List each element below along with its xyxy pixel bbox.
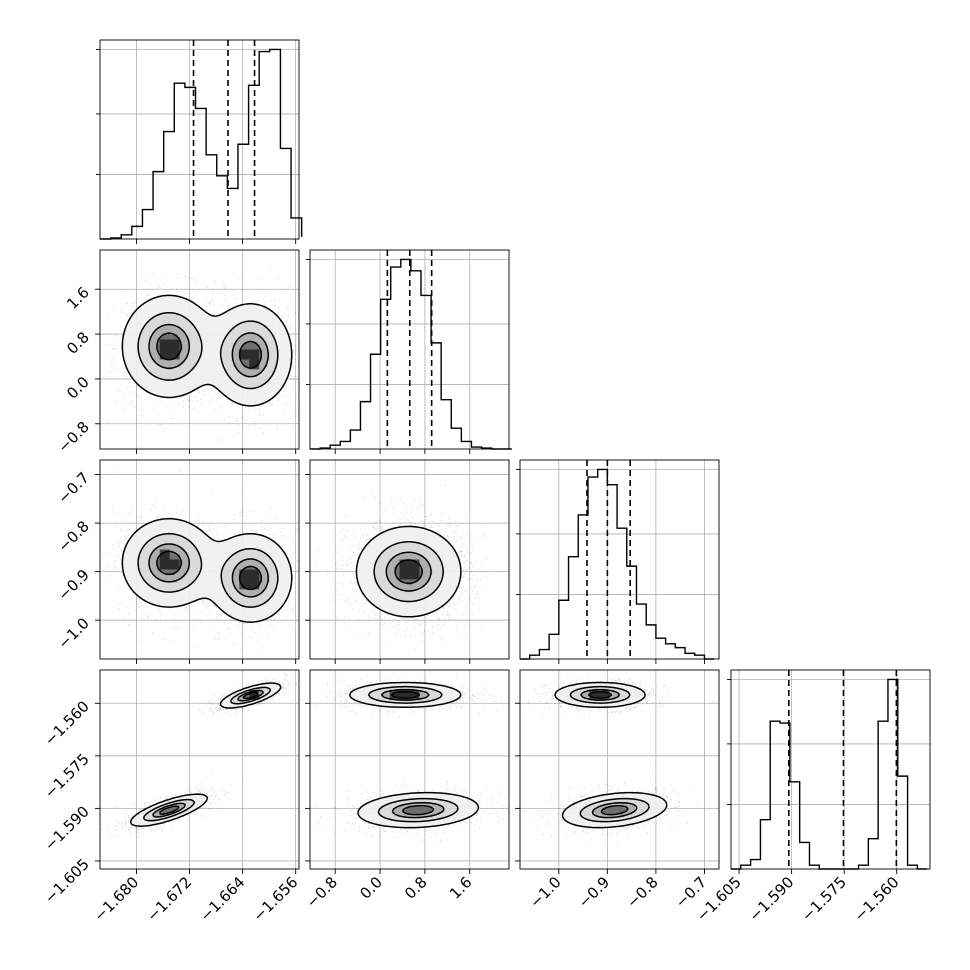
density-body xyxy=(520,670,719,869)
x-tick-label-3-1: −1.0 xyxy=(526,873,564,911)
density-body xyxy=(310,670,509,869)
density-fill-level-2 xyxy=(369,687,458,823)
x-tick-label-4-3: −1.575 xyxy=(798,873,850,925)
density-panel-2-1 xyxy=(99,249,300,450)
x-tick-label-4-2: −1.590 xyxy=(745,873,797,925)
y-tick-label-3-2: −0.9 xyxy=(54,566,92,604)
x-tick-label-1-3: −1.664 xyxy=(196,873,248,925)
y-tick-label-2-4: 1.6 xyxy=(63,283,93,313)
contour-line-level-2 xyxy=(137,311,279,390)
contour-line-level-4 xyxy=(587,691,629,816)
contour-line-level-3 xyxy=(148,543,269,598)
density-core-bins xyxy=(399,559,420,580)
density-frame xyxy=(309,459,510,660)
contour-line-level-4 xyxy=(394,559,423,585)
density-fill-level-1 xyxy=(554,682,668,828)
contour-line-level-4 xyxy=(156,332,263,369)
x-tick-label-4-4: −1.560 xyxy=(851,873,903,925)
density-core-bins xyxy=(589,689,610,700)
density-body xyxy=(100,250,299,449)
contour-line-level-3 xyxy=(152,689,264,818)
density-frame xyxy=(309,669,510,870)
y-tick-label-2-1: −0.8 xyxy=(54,418,92,456)
contour-line-level-2 xyxy=(373,541,444,603)
contour-line-level-2 xyxy=(367,685,459,823)
y-tick-label-2-2: 0.0 xyxy=(63,373,93,403)
hist-3-frame xyxy=(519,459,720,660)
contour-line-level-1 xyxy=(355,525,462,618)
x-tick-label-2-2: 0.0 xyxy=(356,873,386,903)
density-panel-4-1 xyxy=(99,669,300,870)
density-frame xyxy=(99,459,300,660)
contour-line-level-1 xyxy=(554,681,668,829)
hist-panel-1 xyxy=(96,39,303,240)
hist-panel-3 xyxy=(516,459,720,660)
histogram-3-steps xyxy=(520,468,715,660)
contour-line-level-4 xyxy=(390,691,435,816)
contour-line-level-1 xyxy=(348,681,480,829)
hist-panel-2 xyxy=(306,249,512,450)
density-fill-level-2 xyxy=(569,687,650,823)
density-frame xyxy=(99,249,300,450)
contour-line-level-3 xyxy=(380,688,445,819)
density-body xyxy=(100,670,299,869)
contour-line-level-2 xyxy=(137,532,279,608)
density-body xyxy=(100,460,299,659)
contour-line-level-4 xyxy=(159,691,259,816)
density-frame xyxy=(519,669,720,870)
y-tick-label-3-4: −0.7 xyxy=(54,469,92,507)
density-panel-3-1 xyxy=(99,459,300,660)
histogram-1-steps xyxy=(100,48,303,240)
density-fill-level-2 xyxy=(144,687,270,823)
y-tick-label-2-3: 0.8 xyxy=(63,328,93,358)
x-tick-label-2-4: 1.6 xyxy=(446,873,476,903)
y-tick-label-4-2: −1.590 xyxy=(41,802,93,854)
x-tick-label-3-3: −0.8 xyxy=(623,873,661,911)
histogram-4-steps xyxy=(731,678,928,870)
y-tick-label-4-3: −1.575 xyxy=(41,750,93,802)
x-tick-label-3-2: −0.9 xyxy=(575,873,613,911)
scatter-samples xyxy=(315,485,493,659)
contour-line-level-3 xyxy=(385,551,432,592)
x-tick-label-1-2: −1.672 xyxy=(143,873,195,925)
contour-line-level-3 xyxy=(580,688,638,819)
histogram-2-steps xyxy=(310,258,512,450)
hist-panel-4 xyxy=(727,669,931,870)
y-tick-label-4-1: −1.605 xyxy=(41,855,93,907)
y-tick-label-4-4: −1.560 xyxy=(41,697,93,749)
contour-line-level-1 xyxy=(121,517,293,623)
y-tick-label-3-1: −1.0 xyxy=(54,614,92,652)
x-tick-label-1-4: −1.656 xyxy=(250,873,302,925)
density-body xyxy=(310,460,509,659)
density-panel-4-2 xyxy=(309,669,510,870)
density-fill-level-1 xyxy=(129,682,282,828)
density-panel-3-2 xyxy=(309,459,510,660)
hist-1-frame xyxy=(99,39,300,240)
x-tick-label-1-1: −1.680 xyxy=(90,873,142,925)
contour-line-level-4 xyxy=(156,550,263,591)
density-fill-level-1 xyxy=(349,682,480,828)
x-tick-label-2-1: −0.8 xyxy=(303,873,341,911)
y-tick-label-3-3: −0.8 xyxy=(54,517,92,555)
contour-line-level-1 xyxy=(121,294,293,407)
hist-2-frame xyxy=(309,249,510,450)
contour-line-level-2 xyxy=(143,686,272,822)
contour-line-level-3 xyxy=(148,323,269,378)
density-core-bins xyxy=(159,549,260,590)
contour-line-level-2 xyxy=(569,685,650,823)
contour-line-level-1 xyxy=(129,682,282,827)
density-frame xyxy=(99,669,300,870)
x-tick-label-2-3: 0.8 xyxy=(401,873,431,903)
density-core-bins xyxy=(159,339,260,370)
hist-4-frame xyxy=(730,669,931,870)
density-panel-4-3 xyxy=(519,669,720,870)
